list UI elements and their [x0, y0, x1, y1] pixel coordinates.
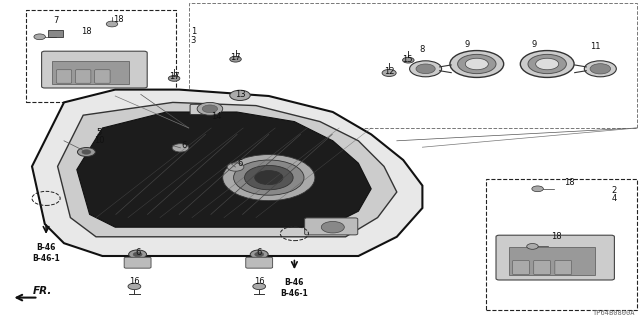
Text: 13: 13 [235, 90, 245, 99]
Circle shape [202, 105, 218, 113]
Bar [486, 179, 637, 310]
FancyBboxPatch shape [95, 70, 110, 83]
Circle shape [255, 171, 283, 185]
Circle shape [382, 69, 396, 76]
Text: 18: 18 [552, 232, 562, 241]
Text: 15: 15 [403, 55, 413, 64]
Text: B-46
B-46-1: B-46 B-46-1 [32, 243, 60, 263]
Text: 5: 5 [97, 128, 102, 137]
Polygon shape [77, 112, 371, 227]
Text: 16: 16 [129, 277, 140, 286]
Text: 18: 18 [113, 15, 124, 24]
Circle shape [450, 51, 504, 77]
FancyBboxPatch shape [48, 30, 63, 37]
Text: 6: 6 [257, 248, 262, 257]
Circle shape [230, 56, 241, 62]
FancyBboxPatch shape [534, 260, 550, 275]
Circle shape [82, 150, 91, 154]
Circle shape [403, 57, 414, 63]
Circle shape [255, 252, 264, 257]
Text: 9: 9 [532, 40, 537, 49]
Bar [26, 10, 176, 102]
FancyBboxPatch shape [513, 260, 529, 275]
Circle shape [527, 244, 538, 249]
Text: 7: 7 [54, 16, 59, 25]
Circle shape [172, 144, 189, 152]
Text: TP64B0800A: TP64B0800A [593, 310, 635, 316]
Text: 8: 8 [420, 45, 425, 54]
Text: 3: 3 [191, 36, 196, 45]
Circle shape [168, 76, 180, 81]
FancyBboxPatch shape [496, 235, 614, 280]
Circle shape [465, 58, 488, 70]
FancyBboxPatch shape [52, 61, 129, 84]
Text: 18: 18 [564, 178, 575, 187]
FancyBboxPatch shape [509, 247, 595, 275]
Text: 2: 2 [612, 186, 617, 195]
Text: 9: 9 [465, 40, 470, 49]
FancyBboxPatch shape [42, 51, 147, 88]
FancyBboxPatch shape [56, 70, 72, 83]
Text: 6: 6 [182, 141, 187, 150]
Text: 4: 4 [612, 194, 617, 203]
Circle shape [528, 54, 566, 74]
Circle shape [416, 64, 435, 74]
Circle shape [128, 283, 141, 290]
Text: 11: 11 [590, 42, 600, 51]
Circle shape [584, 61, 616, 77]
Text: 1: 1 [191, 28, 196, 36]
Text: 16: 16 [254, 277, 264, 286]
Bar [189, 3, 637, 128]
Circle shape [197, 102, 223, 115]
Text: 17: 17 [230, 53, 241, 62]
Circle shape [223, 155, 315, 201]
Circle shape [253, 283, 266, 290]
Circle shape [129, 250, 147, 259]
FancyBboxPatch shape [555, 260, 572, 275]
Circle shape [590, 64, 611, 74]
Circle shape [234, 160, 304, 195]
Circle shape [536, 58, 559, 70]
FancyBboxPatch shape [305, 218, 358, 235]
Circle shape [410, 61, 442, 77]
Polygon shape [32, 90, 422, 256]
Circle shape [520, 51, 574, 77]
Text: 6: 6 [237, 159, 243, 168]
Polygon shape [58, 102, 397, 237]
Circle shape [133, 252, 142, 257]
Circle shape [250, 250, 268, 259]
Text: 12: 12 [384, 68, 394, 76]
Circle shape [532, 186, 543, 192]
FancyBboxPatch shape [246, 257, 273, 268]
Circle shape [106, 21, 118, 27]
Circle shape [77, 148, 95, 156]
FancyBboxPatch shape [76, 70, 91, 83]
Text: B-46
B-46-1: B-46 B-46-1 [280, 278, 308, 299]
Circle shape [458, 54, 496, 74]
Circle shape [230, 90, 250, 100]
Circle shape [227, 163, 244, 171]
Circle shape [34, 34, 45, 40]
FancyBboxPatch shape [124, 257, 151, 268]
Text: 6: 6 [135, 248, 140, 257]
Circle shape [244, 165, 293, 190]
FancyBboxPatch shape [190, 104, 218, 115]
Text: 14: 14 [211, 112, 221, 121]
Text: 10: 10 [94, 136, 104, 145]
Text: 17: 17 [169, 72, 179, 81]
Text: FR.: FR. [33, 286, 52, 296]
Circle shape [321, 221, 344, 233]
Text: 18: 18 [81, 28, 92, 36]
